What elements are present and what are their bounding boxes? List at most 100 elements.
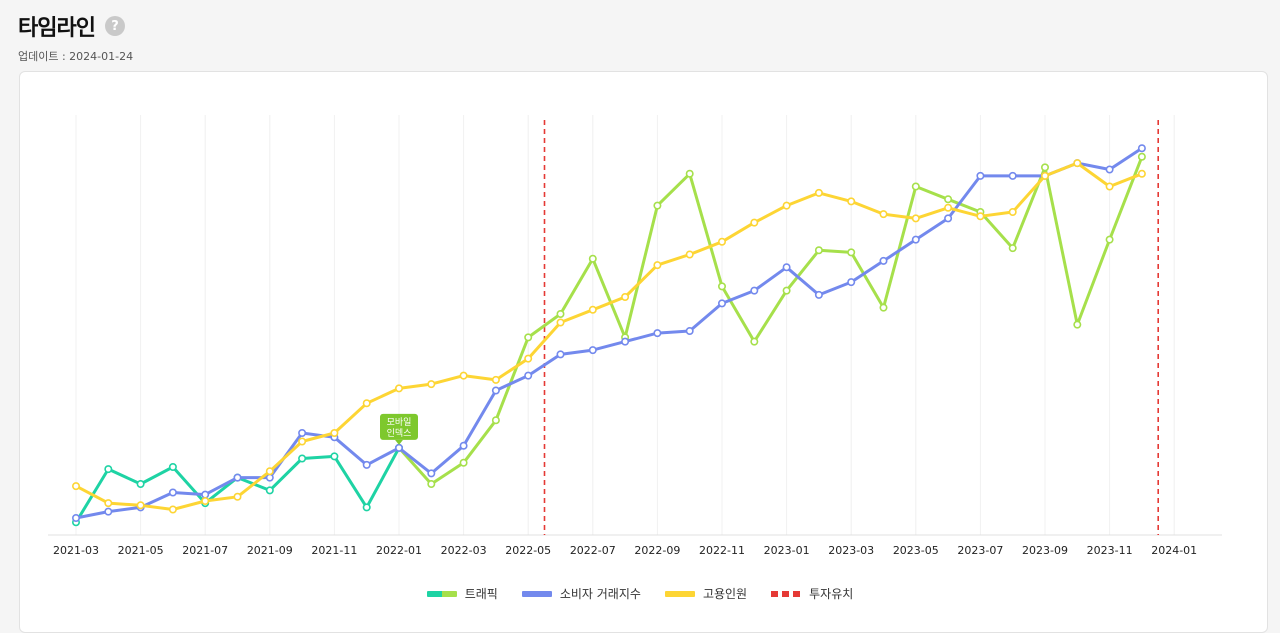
x-tick-label: 2022-01 [376, 544, 422, 557]
data-point-consumer-index [588, 346, 597, 355]
data-point-traffic [717, 282, 726, 291]
data-point-employees [1041, 171, 1050, 180]
data-point-consumer-index [233, 473, 242, 482]
data-point-employees [976, 212, 985, 221]
chart-legend: 트래픽 소비자 거래지수 고용인원 투자유치 [0, 585, 1280, 602]
data-point-employees [362, 399, 371, 408]
legend-item-investment[interactable]: 투자유치 [771, 585, 853, 602]
data-point-traffic [685, 169, 694, 178]
data-point-traffic [136, 479, 145, 488]
data-point-consumer-index [394, 443, 403, 452]
data-point-consumer-index [847, 278, 856, 287]
data-point-consumer-index [524, 371, 533, 380]
data-point-consumer-index [911, 235, 920, 244]
data-point-consumer-index [427, 469, 436, 478]
legend-label-employees: 고용인원 [702, 587, 748, 601]
page-title: 타임라인 [18, 16, 96, 41]
data-point-consumer-index [298, 428, 307, 437]
data-point-traffic [1073, 320, 1082, 329]
question-mark-icon[interactable]: ? [104, 16, 125, 36]
legend-item-traffic[interactable]: 트래픽 [426, 585, 498, 602]
data-point-employees [459, 371, 468, 380]
x-tick-label: 2022-03 [441, 544, 487, 557]
data-point-consumer-index [168, 488, 177, 497]
data-point-traffic [168, 462, 177, 471]
data-point-consumer-index [879, 256, 888, 265]
data-point-traffic [1008, 244, 1017, 253]
data-point-traffic [330, 452, 339, 461]
data-point-consumer-index [201, 490, 210, 499]
data-point-traffic [814, 246, 823, 255]
data-point-consumer-index [653, 329, 662, 338]
data-point-consumer-index [717, 299, 726, 308]
data-point-consumer-index [814, 290, 823, 299]
data-point-employees [394, 384, 403, 393]
data-point-employees [298, 437, 307, 446]
annotation-label: 인덱스 [387, 428, 412, 439]
data-point-consumer-index [685, 326, 694, 335]
x-tick-label: 2021-11 [311, 544, 357, 557]
data-point-consumer-index [459, 441, 468, 450]
data-point-traffic [298, 454, 307, 463]
data-point-traffic [362, 503, 371, 512]
data-point-employees [685, 250, 694, 259]
legend-label-consumer-index: 소비자 거래지수 [559, 587, 641, 601]
data-point-traffic [782, 286, 791, 295]
data-point-employees [814, 188, 823, 197]
data-point-employees [168, 505, 177, 514]
legend-item-consumer-index[interactable]: 소비자 거래지수 [521, 585, 641, 602]
data-point-consumer-index [944, 214, 953, 223]
series-line-employees [75, 161, 1143, 511]
data-point-employees [717, 237, 726, 246]
data-point-traffic [491, 416, 500, 425]
data-point-consumer-index [1137, 144, 1146, 153]
data-point-employees [556, 318, 565, 327]
x-tick-label: 2022-07 [570, 544, 616, 557]
data-point-traffic [847, 248, 856, 257]
x-tick-label: 2023-11 [1087, 544, 1133, 557]
legend-swatch-investment [771, 590, 802, 597]
data-point-employees [201, 496, 210, 505]
data-point-traffic [653, 201, 662, 210]
x-tick-label: 2021-03 [53, 544, 99, 557]
annotation-pointer [395, 439, 403, 445]
data-point-traffic [1137, 152, 1146, 161]
x-tick-label: 2023-05 [893, 544, 939, 557]
data-point-employees [879, 210, 888, 219]
data-point-employees [588, 305, 597, 314]
data-point-consumer-index [491, 386, 500, 395]
chart-card [19, 71, 1268, 633]
data-point-employees [653, 261, 662, 270]
data-point-traffic [524, 333, 533, 342]
data-point-consumer-index [556, 350, 565, 359]
data-point-consumer-index [976, 171, 985, 180]
x-tick-label: 2023-07 [957, 544, 1003, 557]
x-tick-label: 2022-05 [505, 544, 551, 557]
data-point-traffic [459, 458, 468, 467]
data-point-employees [621, 292, 630, 301]
data-point-employees [1105, 182, 1114, 191]
data-point-employees [847, 197, 856, 206]
data-point-employees [782, 201, 791, 210]
legend-swatch-consumer-index [521, 590, 552, 597]
data-point-consumer-index [72, 513, 81, 522]
data-point-traffic [265, 486, 274, 495]
data-point-employees [1073, 159, 1082, 168]
data-point-traffic [556, 309, 565, 318]
x-tick-label: 2023-03 [828, 544, 874, 557]
data-point-consumer-index [782, 263, 791, 272]
legend-swatch-traffic [426, 590, 457, 597]
data-point-employees [524, 354, 533, 363]
data-point-consumer-index [1105, 165, 1114, 174]
data-point-employees [427, 380, 436, 389]
data-point-employees [1137, 169, 1146, 178]
data-point-consumer-index [362, 460, 371, 469]
data-point-employees [72, 482, 81, 491]
annotation-bubble [380, 413, 418, 440]
legend-item-employees[interactable]: 고용인원 [664, 585, 748, 602]
x-tick-label: 2023-01 [764, 544, 810, 557]
data-point-consumer-index [621, 337, 630, 346]
data-point-traffic [1041, 163, 1050, 172]
annotation-label: 모바일 [387, 417, 412, 428]
data-point-traffic [104, 465, 113, 474]
